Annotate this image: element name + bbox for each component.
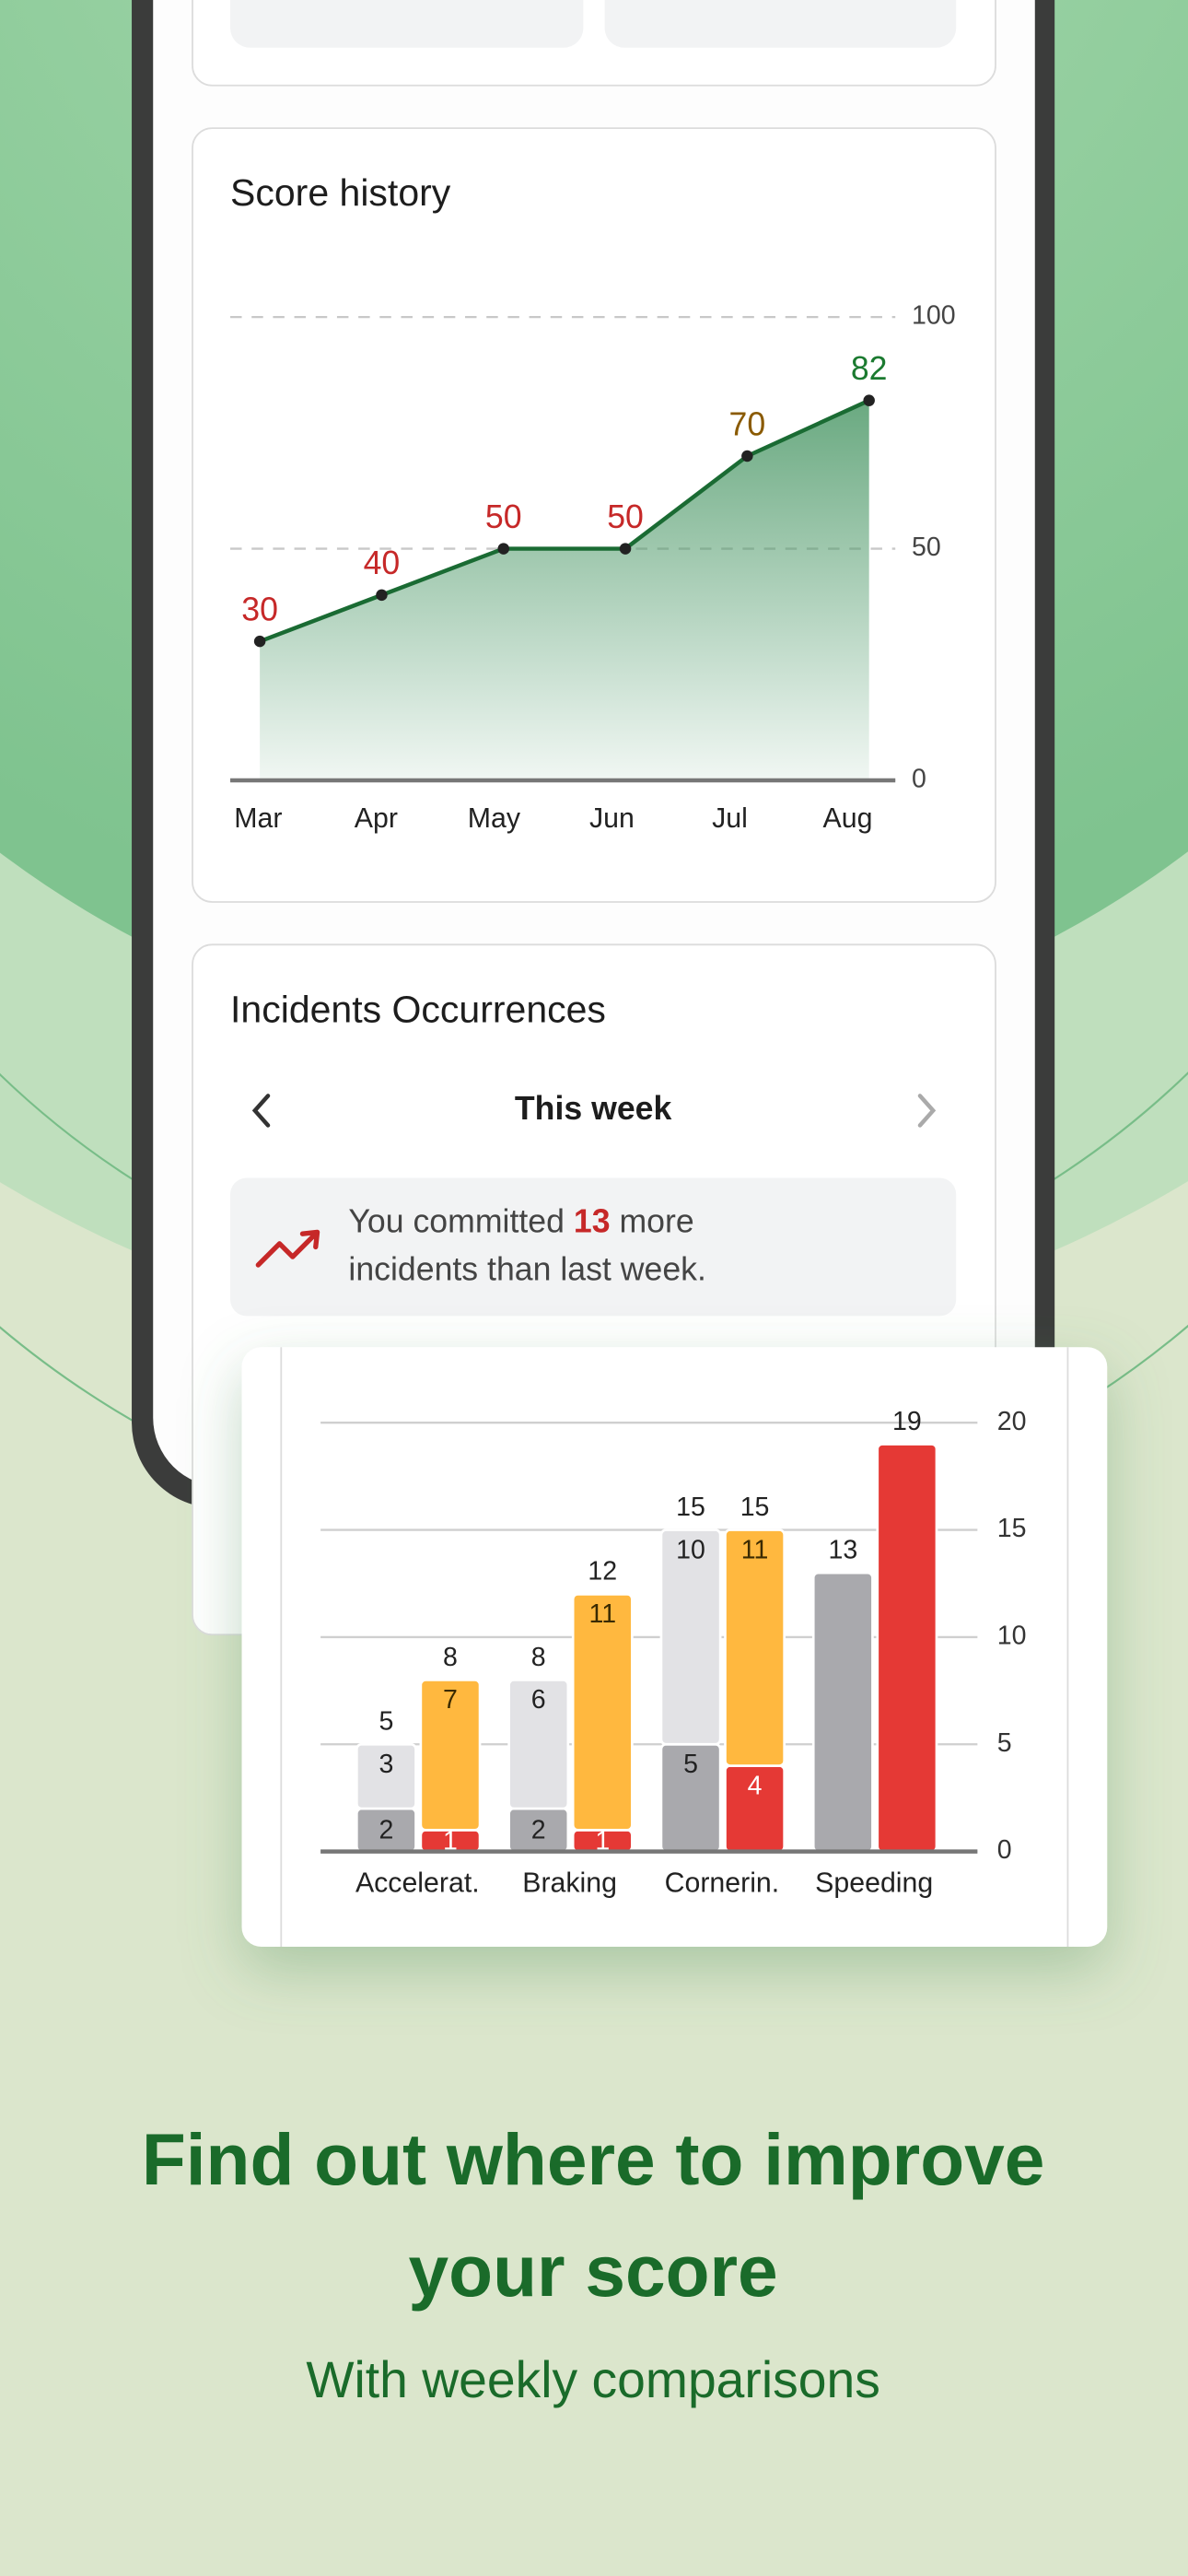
card-title: Score history [230,171,451,214]
total-label: 13 [828,1535,857,1564]
y-tick-label: 10 [997,1621,1027,1650]
bar-segment [507,1679,570,1810]
headline: Find out where to improve [142,2119,1045,2200]
segment-label: 11 [588,1599,616,1629]
bar-segment [419,1679,482,1832]
y-tick-label: 0 [912,765,926,794]
point [863,394,875,406]
bar-segment [659,1528,722,1746]
value-label: 30 [241,591,278,627]
bar-segment [724,1528,786,1767]
y-tick-label: 50 [912,533,941,562]
total-label: 19 [892,1407,922,1436]
total-label: 5 [379,1707,394,1737]
point [619,543,632,555]
trend-icon [255,1229,320,1268]
total-label: 15 [740,1493,770,1522]
value-label: 40 [364,544,401,581]
stat-tile [230,0,584,48]
bar-chart: 05101520Accelerat.235178Braking26811112C… [320,1407,1027,1898]
y-tick-label: 100 [912,301,956,331]
point [497,543,509,555]
segment-label: 1 [595,1826,610,1856]
x-tick-label: Apr [355,803,398,834]
message-line: incidents than last week. [348,1251,705,1288]
message-box [230,1177,957,1317]
total-label: 8 [443,1643,458,1672]
stat-tile [604,0,957,48]
value-label: 50 [485,498,522,535]
card-title: Incidents Occurrences [230,988,606,1030]
x-tick-label: Aug [823,803,873,834]
segment-label: 6 [531,1685,546,1715]
point [741,450,753,463]
message-text: more [619,1203,693,1240]
segment-label: 2 [379,1816,394,1845]
headline: your score [409,2231,778,2312]
total-label: 15 [676,1493,705,1522]
segment-label: 11 [741,1535,769,1564]
total-label: 12 [588,1557,617,1587]
segment-label: 2 [531,1816,546,1845]
point [376,589,388,602]
next-button[interactable] [917,1094,937,1128]
segment-label: 10 [676,1535,705,1564]
x-tick-label: Accelerat. [355,1868,480,1898]
x-tick-label: Jul [712,803,748,834]
score-card [192,127,996,903]
bar-segment [876,1443,938,1853]
bar-segment [355,1742,417,1810]
subheadline: With weekly comparisons [306,2351,879,2408]
line [259,398,870,644]
segment-label: 1 [443,1826,458,1856]
segment-label: 5 [683,1750,698,1779]
bar-segment [811,1571,874,1853]
value-label: 82 [851,350,888,387]
x-tick-label: May [468,803,521,834]
y-tick-label: 0 [997,1835,1012,1865]
period-label: This week [515,1090,672,1127]
value-label: 50 [607,498,644,535]
segment-label: 3 [379,1750,394,1779]
message-line: You committed 13 more [348,1203,693,1240]
y-tick-label: 20 [997,1407,1027,1436]
x-tick-label: Speeding [815,1868,933,1898]
y-tick-label: 5 [997,1728,1012,1758]
segment-label: 4 [748,1771,763,1800]
bar-segment [571,1593,634,1832]
x-tick-label: Mar [234,803,282,834]
line-chart: 0 50 100 30 Mar 40 Apr 50 May 50 Jun 70 Jul 82 Aug [230,301,956,834]
x-tick-label: Cornerin. [665,1868,780,1898]
point [253,635,266,648]
area [260,400,869,781]
x-tick-label: Jun [589,803,635,834]
x-tick-label: Braking [522,1868,617,1898]
message-count: 13 [574,1203,611,1240]
prev-button[interactable] [251,1094,271,1128]
total-label: 8 [531,1643,546,1672]
message-text: You committed [348,1203,565,1240]
value-label: 70 [729,405,766,442]
segment-label: 7 [443,1685,458,1715]
y-tick-label: 15 [997,1514,1027,1543]
